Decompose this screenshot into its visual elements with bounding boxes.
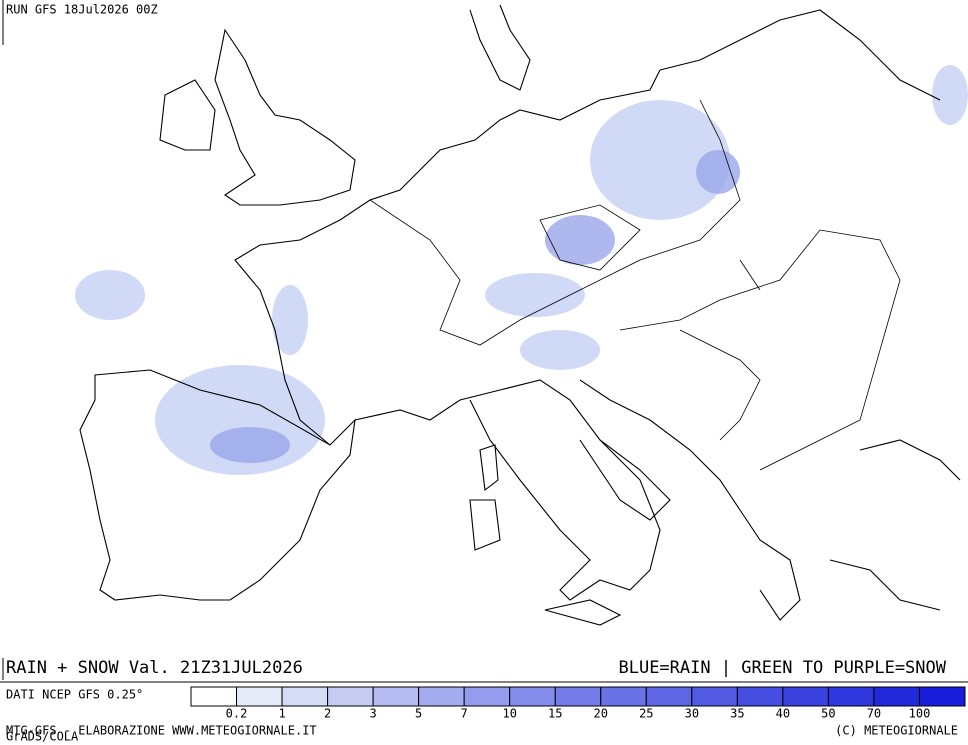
color-label: 2 xyxy=(324,707,331,721)
product-legend-note: BLUE=RAIN | GREEN TO PURPLE=SNOW xyxy=(618,658,946,678)
color-label: 100 xyxy=(909,707,931,721)
color-label: 25 xyxy=(639,707,653,721)
color-bar: 0.2 1 2 3 5 7 10 15 20 25 30 35 40 50 70 100 xyxy=(190,686,966,721)
color-box xyxy=(918,686,966,707)
color-box xyxy=(782,686,829,707)
color-box xyxy=(372,686,420,707)
color-box xyxy=(418,686,465,707)
color-label: 15 xyxy=(548,707,562,721)
borders xyxy=(369,99,901,471)
color-label: 70 xyxy=(867,707,881,721)
color-box xyxy=(600,686,647,707)
precipitation xyxy=(75,65,968,475)
color-label: 50 xyxy=(821,707,835,721)
color-box xyxy=(463,686,511,707)
color-box xyxy=(827,686,875,707)
color-label: 7 xyxy=(461,707,468,721)
color-label: 0.2 xyxy=(226,707,248,721)
color-box xyxy=(691,686,738,707)
run-label: RUN GFS 18Jul2026 00Z xyxy=(6,3,158,17)
color-box xyxy=(327,686,374,707)
color-box xyxy=(281,686,329,707)
grads-credit: GrADS/COLA xyxy=(6,730,79,744)
color-label: 20 xyxy=(594,707,608,721)
color-label: 1 xyxy=(278,707,285,721)
data-source: DATI NCEP GFS 0.25° xyxy=(6,688,143,702)
color-box xyxy=(736,686,784,707)
credit-right: (C) METEOGIORNALE xyxy=(835,724,958,738)
color-label: 3 xyxy=(370,707,377,721)
color-box xyxy=(509,686,556,707)
color-box xyxy=(190,686,238,707)
color-box xyxy=(645,686,693,707)
credit-left: MTG-GFS - ELABORAZIONE WWW.METEOGIORNALE… xyxy=(6,724,317,738)
color-box xyxy=(236,686,283,707)
color-label: 40 xyxy=(776,707,790,721)
color-box xyxy=(873,686,920,707)
color-label: 30 xyxy=(685,707,699,721)
color-label: 10 xyxy=(502,707,516,721)
color-label: 35 xyxy=(730,707,744,721)
color-label: 5 xyxy=(415,707,422,721)
color-box xyxy=(554,686,602,707)
product-title: RAIN + SNOW Val. 21Z31JUL2026 xyxy=(6,658,303,678)
